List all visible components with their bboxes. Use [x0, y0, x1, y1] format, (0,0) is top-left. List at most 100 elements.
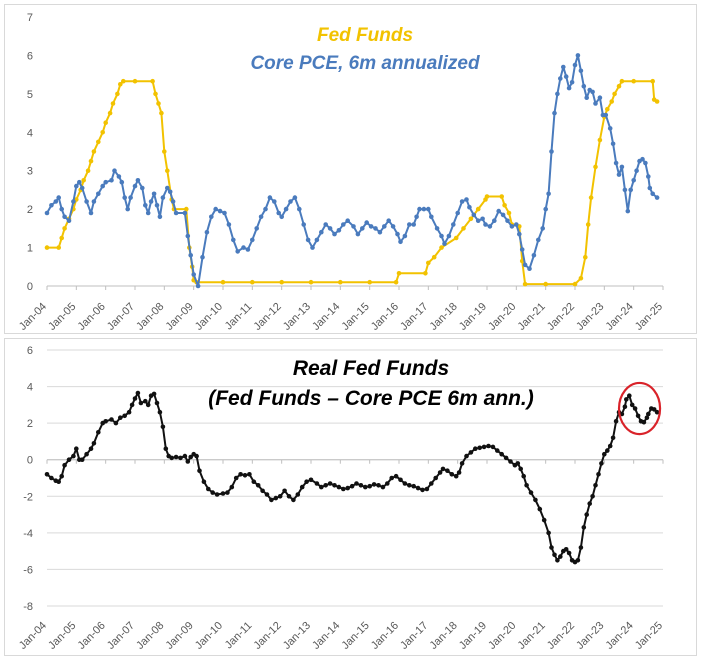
- core-pce-point: [578, 68, 584, 74]
- x-tick-label: Jan-05: [46, 620, 78, 652]
- fed-funds-point: [88, 158, 94, 164]
- real-fed-funds-point: [163, 446, 169, 451]
- core-pce-point: [581, 83, 587, 89]
- core-pce-point: [603, 112, 609, 118]
- fed-funds-point: [475, 206, 481, 212]
- real-fed-funds-point: [143, 398, 148, 404]
- fed-funds-point: [468, 216, 474, 222]
- fed-funds-point: [588, 195, 594, 200]
- real-fed-funds-point: [537, 506, 543, 512]
- core-pce-point: [540, 226, 545, 231]
- real-fed-funds-point: [277, 494, 283, 499]
- real-fed-funds-point: [299, 484, 305, 490]
- core-pce-point: [386, 218, 392, 223]
- core-pce-point: [301, 222, 307, 227]
- x-tick-label: Jan-14: [310, 301, 342, 333]
- core-pce-point: [531, 253, 537, 258]
- core-pce-point: [209, 214, 214, 220]
- core-pce-point: [148, 199, 154, 204]
- real-fed-funds-point: [233, 475, 239, 481]
- highlight-circle: [617, 381, 662, 436]
- real-fed-funds-point: [49, 475, 54, 481]
- core-pce-point: [480, 216, 485, 222]
- core-pce-point: [288, 199, 293, 204]
- core-pce-point: [622, 187, 628, 193]
- real-fed-funds-point: [477, 445, 483, 451]
- core-pce-point: [62, 214, 67, 220]
- core-pce-point: [566, 85, 572, 91]
- core-pce-point: [217, 208, 223, 214]
- y-tick-label: 6: [27, 50, 33, 62]
- core-pce-point: [407, 222, 412, 227]
- core-pce-point: [173, 210, 179, 216]
- real-fed-funds-point: [269, 497, 274, 503]
- x-tick-label: Jan-23: [574, 301, 606, 333]
- core-pce-point: [459, 199, 465, 204]
- real-fed-funds-point: [445, 468, 450, 473]
- x-tick-label: Jan-19: [457, 620, 489, 652]
- core-pce-point: [336, 228, 342, 233]
- core-pce-point: [116, 174, 122, 179]
- real-fed-funds-point: [188, 454, 193, 460]
- fed-funds-point: [91, 149, 97, 154]
- fed-funds-point: [279, 279, 285, 285]
- fed-funds-point: [250, 279, 255, 285]
- fed-funds-point: [150, 78, 155, 84]
- core-pce-point: [332, 231, 337, 237]
- real-fed-funds-point: [635, 413, 641, 419]
- real-fed-funds-chart: -8 -6 -4 -2 0 2 4 6 Jan-04 Jan-05 Jan-06 Jan-07 Jan-…: [4, 338, 697, 656]
- y-tick-label: 1: [27, 243, 33, 255]
- x-tick-label: Jan-22: [545, 301, 577, 333]
- real-fed-funds-point: [122, 413, 127, 419]
- fed-funds-point: [153, 91, 158, 97]
- x-tick-label: Jan-06: [76, 620, 108, 652]
- core-pce-point: [575, 53, 581, 58]
- core-pce-point: [625, 208, 631, 214]
- real-fed-funds-line: [46, 392, 658, 564]
- core-pce-point: [157, 214, 163, 220]
- real-fed-funds-point: [173, 454, 179, 460]
- core-pce-point: [59, 206, 64, 212]
- core-pce-point: [235, 249, 240, 254]
- x-tick-label: Jan-20: [486, 301, 518, 333]
- fed-funds-point: [502, 203, 507, 208]
- fed-funds-point: [453, 235, 459, 241]
- core-pce-point: [125, 206, 130, 212]
- core-pce-point: [53, 199, 59, 204]
- core-pce-point: [77, 179, 82, 185]
- core-pce-point: [417, 206, 422, 212]
- core-pce-point: [610, 141, 616, 147]
- core-pce-point: [395, 231, 400, 237]
- core-pce-point: [429, 214, 434, 220]
- real-fed-funds-point: [641, 419, 647, 425]
- fed-funds-point: [609, 99, 614, 104]
- x-tick-label: Jan-22: [545, 620, 577, 652]
- real-fed-funds-point: [385, 481, 390, 486]
- fed-funds-point: [396, 271, 402, 276]
- fed-funds-point: [96, 139, 101, 145]
- real-fed-funds-point: [44, 472, 50, 477]
- core-pce-point: [241, 245, 246, 250]
- core-pce-point: [314, 237, 320, 243]
- real-fed-funds-point: [558, 554, 563, 559]
- real-fed-funds-point: [424, 486, 430, 492]
- core-pce-point: [74, 183, 79, 189]
- core-pce-point: [552, 110, 557, 116]
- core-pce-point: [345, 218, 351, 223]
- core-pce-point: [527, 266, 532, 272]
- real-fed-funds-point: [323, 483, 329, 488]
- core-pce-point: [292, 195, 298, 200]
- core-pce-point: [426, 206, 431, 212]
- real-fed-funds-point: [524, 483, 529, 488]
- x-tick-label: Jan-10: [193, 301, 225, 333]
- core-pce-point: [546, 191, 551, 197]
- real-fed-funds-point: [575, 558, 581, 563]
- core-pce-point: [543, 206, 548, 212]
- real-fed-funds-point: [528, 490, 534, 495]
- core-pce-point: [631, 178, 636, 183]
- real-fed-funds-point: [62, 462, 67, 468]
- x-tick-label: Jan-11: [223, 301, 255, 333]
- core-pce-point: [327, 226, 333, 231]
- fed-funds-point: [156, 101, 161, 106]
- core-pce-point: [368, 224, 374, 229]
